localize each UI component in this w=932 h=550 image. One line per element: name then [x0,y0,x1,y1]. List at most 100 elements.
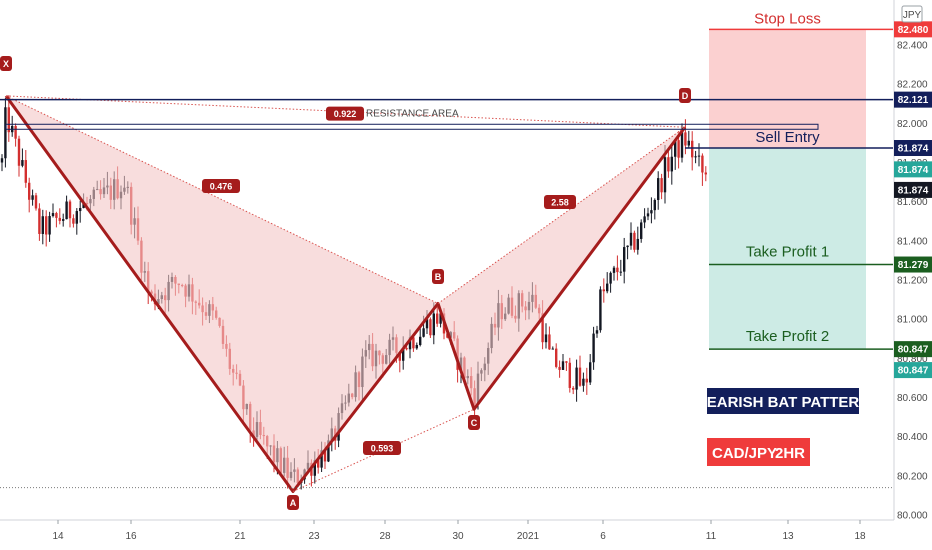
x-tick-label: 11 [706,531,717,542]
x-tick-label: 14 [52,531,64,542]
candle-body [327,440,330,462]
price-tag-label: 80.847 [898,345,929,356]
y-tick-label: 80.000 [897,511,928,522]
candle-body [402,348,405,361]
y-tick-label: 82.000 [897,119,928,130]
candle-body [7,107,10,133]
candle-body [436,313,439,324]
point-b-label: B [435,272,442,282]
take-profit-2-label: Take Profit 2 [746,328,829,345]
candle-body [660,178,663,193]
candle-body [65,201,68,220]
currency-badge [901,5,923,23]
candle-body [41,216,44,234]
ratio-ac: 0.593 [371,444,394,454]
candle-body [34,195,38,209]
candle-body [680,132,684,158]
bd-ratio-line [437,126,686,304]
x-tick-label: 13 [782,531,794,542]
price-tag-box [894,341,932,358]
candle-body [646,213,650,217]
candle-body [31,195,34,200]
pattern-title-box [707,388,859,414]
candle-body [674,140,677,157]
stop-loss-label: Stop Loss [754,10,821,27]
candle-body [21,160,24,166]
candle-body [24,160,27,183]
candle-body [565,361,568,363]
candle-body [541,313,544,343]
candle-body [425,319,429,329]
candle-body [48,216,51,235]
point-x-label: X [3,59,9,69]
timeframe-label: 2HR [775,445,805,462]
candle-body [561,361,565,370]
take-profit-1-label: Take Profit 1 [746,244,829,261]
y-tick-label: 81.400 [897,236,928,247]
stop-loss-zone [709,29,866,149]
point-c-label: C [471,418,478,428]
y-tick-label: 80.800 [897,354,928,365]
x-tick-label: 16 [125,531,137,542]
candle-body [62,219,65,221]
xb-ratio-line [5,95,439,304]
candle-body [582,378,585,386]
trade-zones [709,29,866,350]
candle-body [623,247,626,272]
candle-body [17,138,21,166]
candle-body [317,460,320,468]
candle-body [701,155,704,173]
candle-body [28,182,31,200]
candle-body [592,333,595,363]
candle-body [643,216,646,223]
candle-body [415,345,418,349]
x-tick-label: 2021 [517,531,540,542]
candle-body [578,367,582,386]
candle-body [79,208,82,212]
candle-body [58,217,61,221]
candle-body [599,289,602,331]
candle-body [636,238,639,250]
candle-body [405,348,408,350]
candle-body [653,199,656,211]
point-c-box [468,415,480,430]
price-tag-label: 81.279 [898,260,929,271]
ratio-xb: 0.476 [210,182,233,192]
price-tag-label: 82.121 [898,95,929,106]
pattern-title: BEARISH BAT PATTERN [696,394,870,411]
x-tick-label: 21 [234,531,246,542]
y-tick-label: 81.600 [897,197,928,208]
price-tag-box [894,140,932,157]
ratio-bd: 2.58 [551,198,569,208]
candle-body [589,362,592,383]
annotations: Stop Loss Sell Entry Take Profit 1 Take Pro… [0,10,870,510]
candle-body [408,337,412,350]
sell-entry-label: Sell Entry [755,129,820,146]
price-tag-label: 80.847 [898,366,929,377]
ratio-xb-box [202,179,240,193]
candle-body [548,334,551,350]
candle-body [51,213,55,217]
candle-body [320,450,323,468]
price-tag-label: 81.874 [898,144,929,155]
y-tick-label: 81.200 [897,276,928,287]
take-profit-zone [709,148,866,350]
candle-body [45,216,48,235]
candle-body [602,289,605,292]
point-b-box [432,269,444,284]
candle-body [691,140,694,158]
candle-body [704,172,707,175]
candle-body [429,319,432,336]
candle-body [439,313,442,324]
candle-body [555,348,558,367]
levels [0,28,893,489]
resistance-band [5,123,819,130]
y-tick-label: 82.400 [897,41,928,52]
candle-body [657,178,660,200]
candle-body [75,211,78,224]
y-tick-label: 80.600 [897,393,928,404]
y-tick-label: 80.200 [897,471,928,482]
candle-body [398,352,401,361]
